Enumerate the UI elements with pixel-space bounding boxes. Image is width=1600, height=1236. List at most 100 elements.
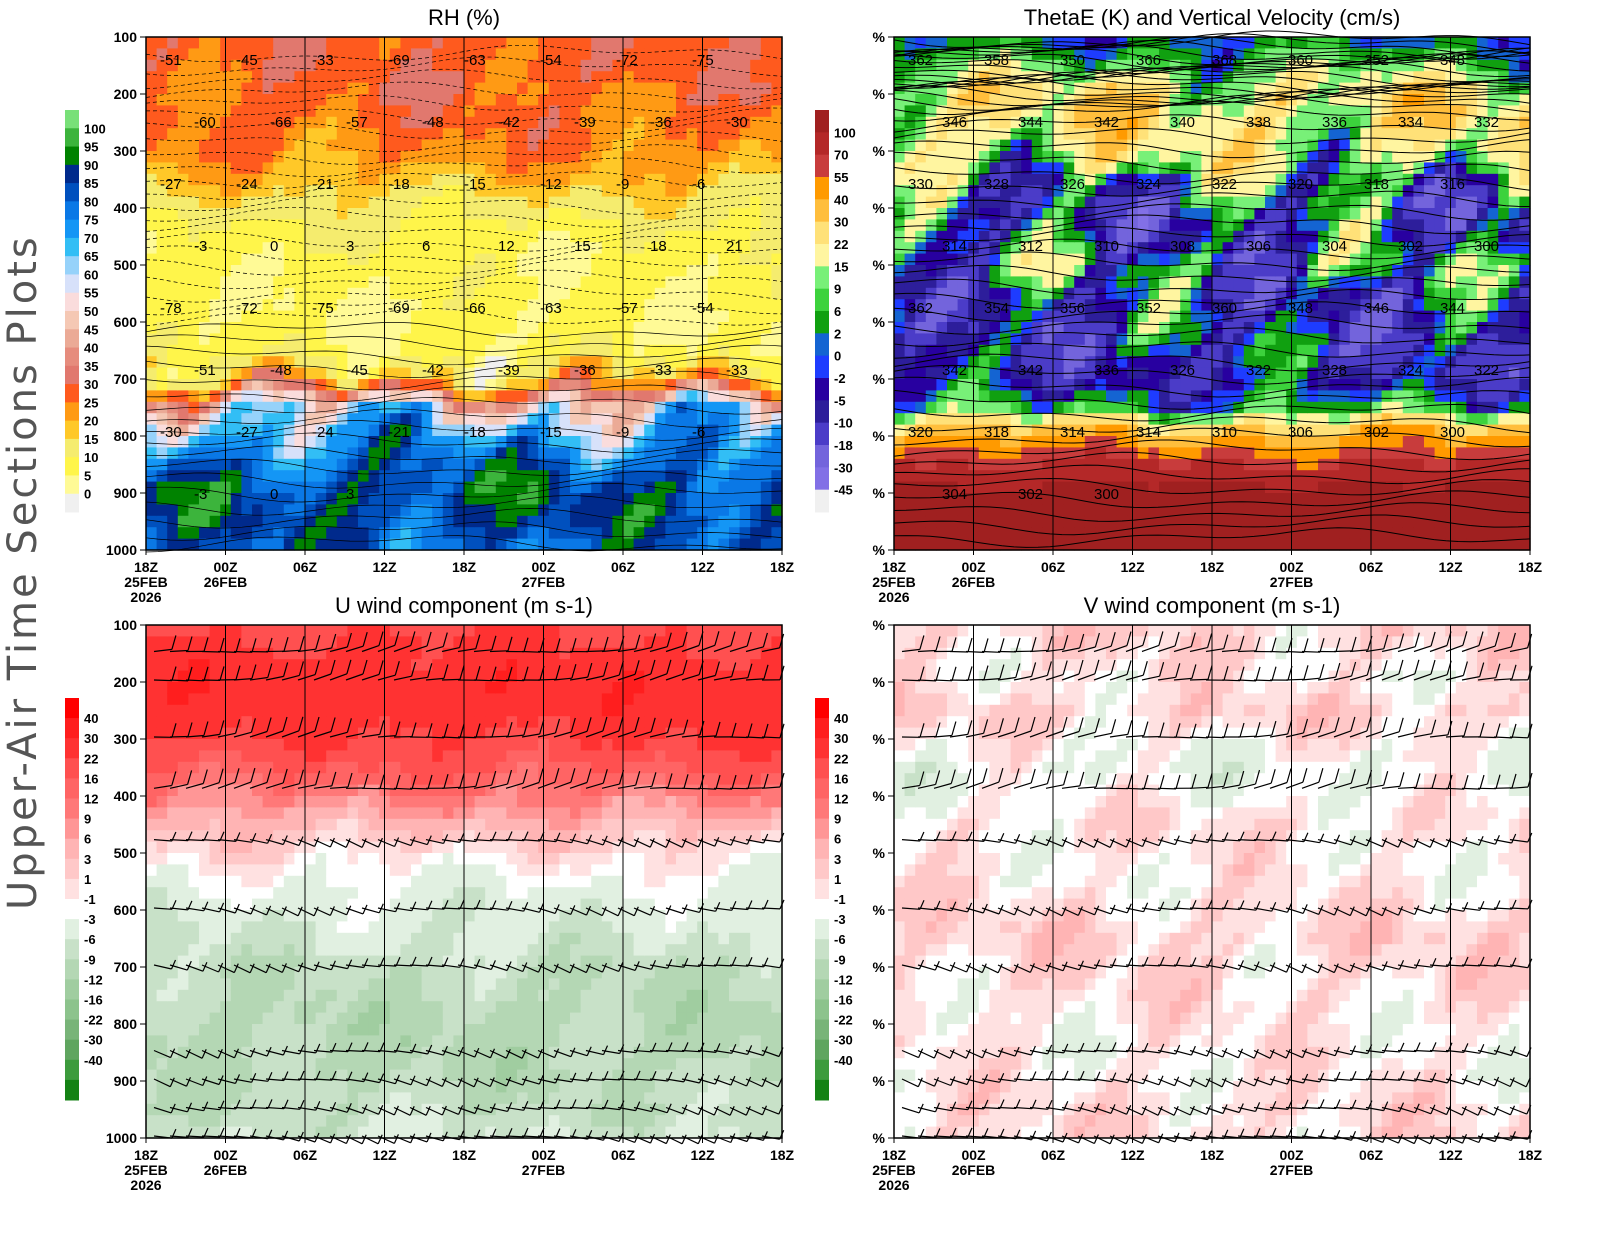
field-cell [1053,493,1065,505]
field-cell [273,356,285,369]
field-cell [644,37,656,49]
field-cell [305,333,317,346]
field-cell [400,253,412,266]
field-cell [1201,276,1213,289]
field-cell [230,82,242,95]
field-cell [199,265,211,277]
field-cell [644,82,656,95]
field-cell [1265,538,1277,551]
field-cell [315,527,327,540]
field-cell [1190,287,1202,300]
field-cell [1053,185,1065,198]
field-cell [1381,208,1393,220]
field-cell [978,390,990,403]
field-cell [1148,413,1160,426]
field-cell [1095,48,1107,61]
field-cell [368,413,380,426]
field-cell [188,287,200,300]
field-cell [506,310,518,323]
field-cell [400,413,412,426]
field-cell [1296,230,1308,243]
field-cell [1190,196,1202,209]
field-cell [936,333,948,346]
field-cell [283,299,295,312]
field-cell [485,151,497,163]
field-cell [1180,37,1192,49]
field-cell [915,151,927,163]
field-cell [1180,48,1192,61]
field-cell [1243,515,1255,528]
field-cell [1116,401,1128,414]
field-cell [1000,436,1012,448]
field-cell [315,105,327,118]
field-cell [1169,173,1181,186]
field-cell [347,219,359,232]
field-cell [156,128,168,141]
field-cell [1222,413,1234,426]
field-cell [686,151,698,163]
field-cell [421,265,433,277]
field-cell [676,230,688,243]
field-cell [1106,493,1118,505]
field-cell [1275,116,1287,129]
field-cell [904,356,916,369]
field-cell [686,71,698,84]
field-cell [1116,151,1128,163]
contour-label: -21 [388,424,410,441]
field-cell [771,128,783,141]
field-cell [1053,196,1065,209]
field-cell [1021,333,1033,346]
field-cell [707,390,719,403]
field-cell [1000,515,1012,528]
field-cell [750,139,762,152]
field-cell [167,219,179,232]
field-cell [1360,48,1372,61]
field-cell [1053,105,1065,118]
field-cell [894,356,906,369]
field-cell [1212,299,1224,312]
field-cell [1296,356,1308,369]
field-cell [936,287,948,300]
field-cell [1180,253,1192,266]
field-cell [1212,436,1224,448]
field-cell [1074,344,1086,357]
field-cell [1116,504,1128,517]
field-cell [1053,82,1065,95]
field-cell [262,151,274,163]
field-cell [1328,299,1340,312]
field-cell [1000,390,1012,403]
field-cell [601,356,613,369]
field-cell [1339,162,1351,175]
field-cell [1212,116,1224,129]
field-cell [506,538,518,551]
field-cell [548,481,560,494]
field-cell [947,538,959,551]
field-cell [1349,253,1361,266]
field-cell [273,173,285,186]
field-cell [262,527,274,540]
field-cell [739,504,751,517]
field-cell [1010,424,1022,437]
field-cell [305,504,317,517]
field-cell [1137,413,1149,426]
field-cell [1307,219,1319,232]
field-cell [442,424,454,437]
field-cell [1190,493,1202,505]
field-cell [623,322,635,334]
field-cell [936,265,948,277]
field-cell [1169,105,1181,118]
field-cell [570,230,582,243]
field-cell [262,173,274,186]
field-cell [591,333,603,346]
field-cell [739,219,751,232]
field-cell [633,253,645,266]
field-cell [1296,116,1308,129]
field-cell [1360,344,1372,357]
field-cell [915,299,927,312]
field-cell [336,173,348,186]
field-cell [464,116,476,129]
field-cell [262,299,274,312]
field-cell [1201,139,1213,152]
field-cell [978,253,990,266]
field-cell [273,538,285,551]
